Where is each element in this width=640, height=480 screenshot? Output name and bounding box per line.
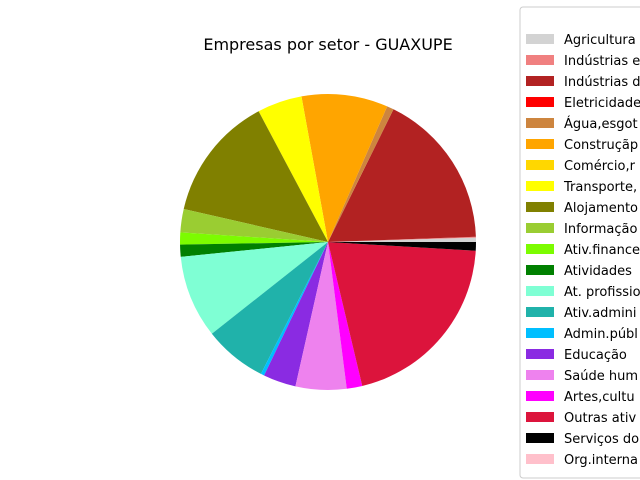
legend-swatch-artes-cultu xyxy=(526,391,554,401)
pie-slice-industrias-e xyxy=(328,236,476,242)
legend-swatch-admin-publ xyxy=(526,328,554,338)
pie-slice-transporte xyxy=(258,96,328,243)
pie-slice-servicos-do xyxy=(328,242,476,251)
pie-slice-informacao xyxy=(180,209,328,242)
legend-swatch-eletricidade xyxy=(526,97,554,107)
legend-swatch-ativ-admini xyxy=(526,307,554,317)
legend-label-educacao: Educação xyxy=(564,348,627,363)
pie-slice-outras-ativ xyxy=(328,242,476,386)
legend-swatch-informacao xyxy=(526,223,554,233)
pie-slices xyxy=(179,93,477,390)
pie-slice-ativ-finance xyxy=(179,232,328,245)
chart-title: Empresas por setor - GUAXUPE xyxy=(203,35,452,54)
pie-slice-at-profissio xyxy=(180,242,328,334)
pie-slice-agua-esgot xyxy=(328,106,394,242)
legend-label-agricultura: Agricultura xyxy=(564,33,636,48)
legend-label-construcap: Construçãp xyxy=(564,138,638,153)
legend-label-informacao: Informação xyxy=(564,222,637,237)
legend-swatch-comercio-r xyxy=(526,160,554,170)
pie-slice-construcap xyxy=(301,93,388,243)
legend-label-servicos-do: Serviços do xyxy=(564,432,639,447)
legend-swatch-transporte xyxy=(526,181,554,191)
legend-swatch-atividades xyxy=(526,265,554,275)
legend-label-eletricidade: Eletricidade xyxy=(564,96,640,111)
legend-swatch-construcap xyxy=(526,139,554,149)
pie-slice-artes-cultu xyxy=(328,242,363,389)
legend-swatch-outras-ativ xyxy=(526,412,554,422)
legend-label-ativ-admini: Ativ.admini xyxy=(564,306,637,321)
legend-swatch-alojamento xyxy=(526,202,554,212)
pie-slice-agricultura xyxy=(328,237,477,242)
legend-swatch-saude-hum xyxy=(526,370,554,380)
pie-slice-alojamento xyxy=(183,111,328,242)
legend-label-alojamento: Alojamento xyxy=(564,201,638,216)
legend-label-artes-cultu: Artes,cultu xyxy=(564,390,635,405)
legend-label-saude-hum: Saúde hum xyxy=(564,369,638,384)
legend-label-ativ-finance: Ativ.finance xyxy=(564,243,640,258)
legend-swatch-industrias-e xyxy=(526,55,554,65)
pie-slice-saude-hum xyxy=(295,242,347,390)
legend-label-comercio-r: Comércio,r xyxy=(564,159,636,174)
legend-label-org-interna: Org.interna xyxy=(564,453,638,468)
legend-label-transporte: Transporte, xyxy=(563,180,637,195)
legend-label-industrias-e: Indústrias e xyxy=(564,54,640,69)
legend-swatch-at-profissio xyxy=(526,286,554,296)
pie-slice-atividades xyxy=(180,242,328,257)
legend-swatch-agricultura xyxy=(526,34,554,44)
legend-label-agua-esgot: Água,esgot xyxy=(564,116,638,132)
legend-swatch-educacao xyxy=(526,349,554,359)
legend-label-atividades: Atividades xyxy=(564,264,632,279)
legend-swatch-servicos-do xyxy=(526,433,554,443)
legend-swatch-industrias-d xyxy=(526,76,554,86)
legend-label-at-profissio: At. profissio xyxy=(564,285,640,300)
legend-label-outras-ativ: Outras ativ xyxy=(564,411,636,426)
legend-swatch-agua-esgot xyxy=(526,118,554,128)
legend-swatch-ativ-finance xyxy=(526,244,554,254)
pie-slice-educacao xyxy=(264,242,328,387)
pie-slice-admin-publ xyxy=(260,242,328,376)
legend-label-admin-publ: Admin.públ xyxy=(564,327,638,342)
pie-slice-ativ-admini xyxy=(211,242,328,374)
legend-label-industrias-d: Indústrias d xyxy=(564,75,640,90)
legend-swatch-org-interna xyxy=(526,454,554,464)
pie-slice-industrias-d xyxy=(328,109,476,242)
legend: Agricultura Indústrias e Indústrias d Eletr… xyxy=(519,6,640,479)
